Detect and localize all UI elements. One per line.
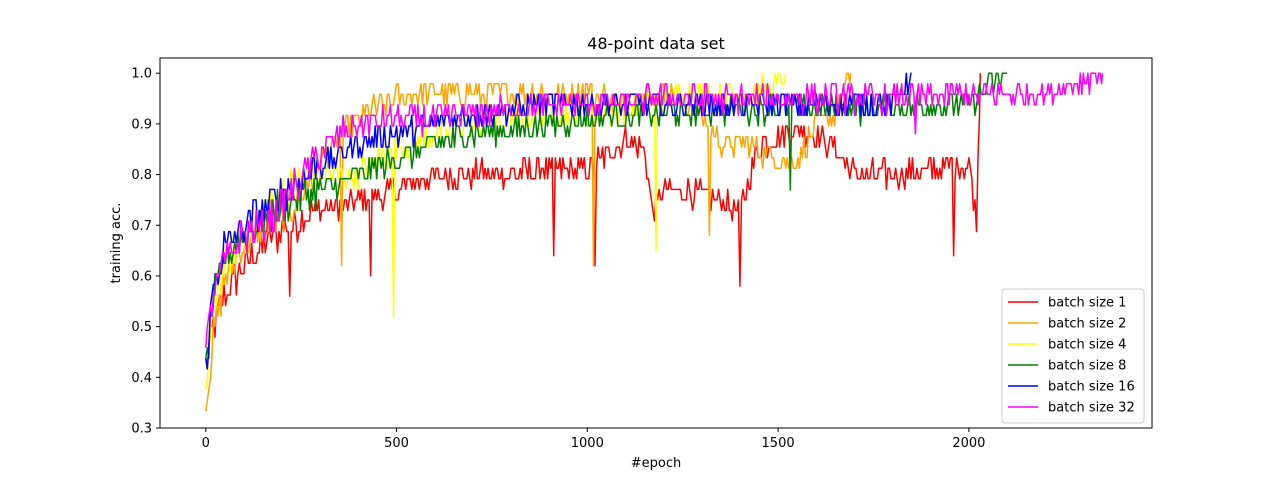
y-tick-label: 0.4 [131,371,152,386]
y-tick-label: 0.3 [131,422,152,437]
legend-label: batch size 8 [1048,359,1126,374]
legend-label: batch size 2 [1048,317,1126,332]
legend-label: batch size 32 [1048,401,1135,416]
legend-label: batch size 4 [1048,338,1126,353]
y-tick-label: 0.7 [131,219,152,234]
x-tick-label: 500 [384,436,409,451]
series-line-4 [205,72,1007,360]
series-line-1 [205,73,982,370]
x-tick-label: 0 [202,436,210,451]
x-axis-label: #epoch [631,456,681,471]
series-line-6 [205,72,1104,348]
y-axis: 0.3 0.4 0.5 0.6 0.7 0.8 0.9 1.0 [131,67,160,437]
y-tick-label: 0.9 [131,117,152,132]
plot-area-frame [159,57,1153,429]
legend: batch size 1 batch size 2 batch size 4 batc… [1001,288,1145,424]
y-tick-label: 1.0 [131,67,152,82]
y-tick-label: 0.5 [131,320,152,335]
legend-label: batch size 16 [1048,380,1135,395]
legend-label: batch size 1 [1048,296,1126,311]
y-tick-label: 0.6 [131,269,152,284]
y-axis-label: training acc. [109,203,124,284]
x-axis: 0 500 1000 1500 2000 [202,428,985,451]
x-tick-label: 1000 [571,436,604,451]
chart-title: 48-point data set [587,34,725,53]
series-layer [205,72,1104,412]
x-tick-label: 2000 [952,436,985,451]
y-tick-label: 0.8 [131,168,152,183]
x-tick-label: 1500 [762,436,795,451]
